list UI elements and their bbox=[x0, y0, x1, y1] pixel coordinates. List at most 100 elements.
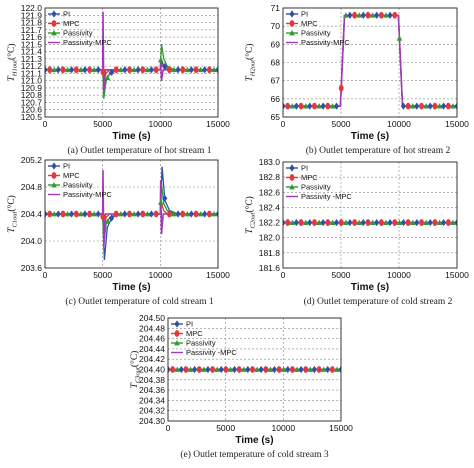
y-tick-label: 121.9 bbox=[21, 10, 43, 20]
series-marker-passivity bbox=[289, 103, 296, 109]
series-marker-pi bbox=[45, 210, 48, 218]
series-marker-mpc bbox=[210, 366, 215, 373]
panel-caption: (d) Outlet temperature of cold stream 2 bbox=[304, 296, 453, 307]
series-marker-passivity bbox=[131, 211, 137, 217]
series-marker-pi bbox=[360, 11, 366, 19]
series-marker-pi bbox=[427, 218, 433, 227]
series-marker-pi bbox=[135, 210, 141, 218]
plot-frame bbox=[44, 159, 219, 269]
series-marker-pi bbox=[148, 66, 155, 74]
y-tick-label: 120.5 bbox=[21, 112, 43, 122]
series-marker-passivity bbox=[51, 66, 58, 73]
y-tick-label: 120.7 bbox=[21, 97, 43, 107]
series-marker-mpc bbox=[285, 219, 291, 226]
plot-frame bbox=[167, 317, 342, 422]
series-marker-passivity bbox=[241, 366, 247, 372]
panel-caption: (e) Outlet temperature of cold stream 3 bbox=[180, 449, 328, 460]
series-marker-mpc bbox=[100, 68, 106, 76]
y-axis-label: TH2out(°C) bbox=[244, 43, 257, 81]
series-marker-pi bbox=[320, 102, 326, 110]
y-tick-label: 120.9 bbox=[21, 83, 43, 93]
y-axis-unit: (°C) bbox=[6, 43, 17, 59]
y-axis-symbol: T bbox=[7, 76, 17, 82]
y-tick-label: 121.7 bbox=[21, 25, 43, 35]
series-marker-mpc bbox=[47, 210, 53, 218]
y-axis-label: TC1out(°C) bbox=[6, 195, 19, 233]
series-marker-mpc bbox=[276, 366, 282, 373]
chart-panel-3: 203.6 204.0 204.4 204.8 205.2 0 5000 10000 15000… bbox=[6, 155, 230, 307]
series-marker-mpc bbox=[73, 210, 79, 218]
series-marker-pi bbox=[271, 365, 278, 374]
series-marker-pi bbox=[192, 365, 198, 374]
series-marker-pi bbox=[95, 66, 101, 74]
x-axis-label: Time (s) bbox=[235, 435, 273, 446]
series-marker-passivity bbox=[197, 211, 204, 217]
y-axis-subscript: C3out bbox=[135, 367, 142, 383]
x-tick-label: 0 bbox=[281, 119, 286, 129]
y-tick-label: 204.30 bbox=[139, 416, 165, 426]
series-marker-pi bbox=[325, 365, 331, 374]
y-tick-label: 122.0 bbox=[21, 3, 43, 13]
legend-label: PI bbox=[186, 320, 193, 329]
series-marker-passivity bbox=[329, 219, 336, 225]
y-axis-label: TC2out(°C) bbox=[244, 196, 257, 234]
series-marker-pi bbox=[69, 210, 75, 218]
series-marker-pi bbox=[283, 102, 286, 110]
series-marker-mpc bbox=[405, 102, 411, 110]
y-axis-subscript: C1out bbox=[12, 211, 19, 227]
series-marker-pi bbox=[374, 11, 380, 19]
series-marker-pi bbox=[175, 66, 181, 74]
y-tick-label: 183.0 bbox=[259, 157, 281, 167]
x-tick-label: 15000 bbox=[206, 119, 230, 129]
series-marker-mpc bbox=[140, 66, 146, 74]
plot-area bbox=[283, 162, 457, 268]
series-marker-pi bbox=[69, 66, 75, 74]
series-marker-passivity bbox=[184, 66, 191, 73]
legend-swatch-marker bbox=[289, 164, 295, 172]
series-marker-passivity bbox=[383, 219, 389, 225]
series-marker-pi bbox=[175, 210, 181, 218]
series-marker-passivity bbox=[211, 66, 217, 73]
series-marker-mpc bbox=[378, 11, 384, 19]
series-marker-pi bbox=[320, 218, 326, 227]
x-tick-label: 10000 bbox=[387, 119, 411, 129]
series-marker-mpc bbox=[193, 210, 199, 218]
y-tick-label: 67 bbox=[271, 76, 281, 86]
series-marker-passivity bbox=[316, 103, 322, 109]
series-marker-mpc bbox=[206, 66, 212, 74]
series-marker-mpc bbox=[113, 66, 119, 74]
series-marker-mpc bbox=[206, 210, 212, 218]
series-marker-pi bbox=[218, 365, 224, 374]
series-marker-mpc bbox=[127, 66, 132, 74]
legend-swatch-marker bbox=[51, 172, 57, 179]
y-tick-label: 204.34 bbox=[139, 395, 165, 405]
series-marker-passivity bbox=[423, 103, 430, 109]
series-marker-passivity bbox=[450, 103, 456, 109]
x-tick-label: 0 bbox=[166, 423, 171, 433]
x-tick-label: 5000 bbox=[332, 270, 351, 280]
series-marker-pi bbox=[307, 102, 313, 110]
y-tick-label: 71 bbox=[271, 3, 281, 13]
y-axis-unit: (°C) bbox=[244, 43, 255, 59]
series-marker-passivity bbox=[302, 103, 309, 109]
series-marker-pi bbox=[400, 218, 407, 227]
y-tick-label: 203.6 bbox=[21, 263, 43, 273]
x-tick-label: 0 bbox=[43, 270, 48, 280]
series-marker-passivity bbox=[356, 219, 363, 225]
series-marker-mpc bbox=[127, 210, 132, 218]
y-tick-label: 121.8 bbox=[21, 18, 43, 28]
legend-label: PI bbox=[63, 10, 70, 19]
legend-label: Passivity bbox=[301, 29, 331, 38]
series-marker-passivity bbox=[294, 366, 300, 372]
series-marker-pi bbox=[202, 66, 208, 74]
x-tick-label: 10000 bbox=[272, 423, 296, 433]
y-tick-label: 204.50 bbox=[139, 313, 165, 323]
series-marker-mpc bbox=[290, 366, 295, 373]
legend-swatch-marker bbox=[289, 30, 295, 36]
series-marker-passivity bbox=[131, 66, 137, 73]
series-marker-passivity bbox=[316, 219, 322, 225]
x-tick-label: 5000 bbox=[332, 119, 351, 129]
y-tick-label: 120.6 bbox=[21, 105, 43, 115]
series-marker-pi bbox=[283, 218, 286, 227]
